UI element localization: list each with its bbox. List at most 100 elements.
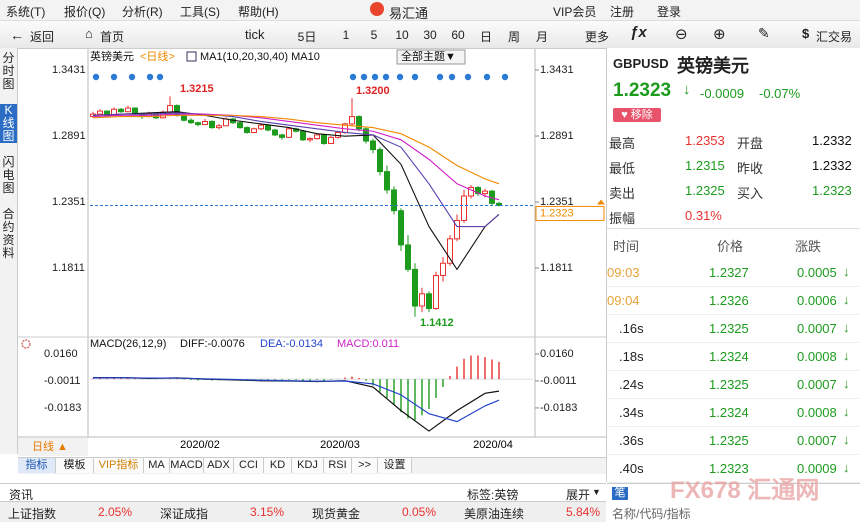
ticker-change: 5.84%	[566, 505, 601, 519]
tick-change: 0.0007	[797, 377, 837, 392]
news-tab[interactable]: 资讯	[9, 488, 34, 502]
tick-change: 0.0007	[797, 433, 837, 448]
login-link[interactable]: 登录	[657, 5, 682, 19]
side-tab[interactable]: K线图	[0, 104, 17, 143]
expand-button[interactable]: 展开	[566, 488, 591, 502]
more-button[interactable]: 更多	[585, 30, 610, 44]
indicator-tab[interactable]: 模板	[56, 458, 94, 473]
indicator-tab[interactable]: 指标	[18, 458, 56, 473]
annotation: 1.3215	[180, 83, 214, 95]
menu-item[interactable]: 帮助(H)	[238, 5, 279, 19]
macd-line	[92, 377, 500, 423]
candle-body	[349, 116, 355, 125]
tick-time: .16s	[619, 321, 644, 336]
stat-value: 1.2315	[685, 158, 725, 173]
ticker-name[interactable]: 现货黄金	[312, 507, 361, 521]
event-dot	[128, 73, 136, 81]
period-button[interactable]: 10	[395, 28, 409, 42]
search-box[interactable]: 名称/代码/指标	[612, 507, 691, 521]
menu-item[interactable]: 系统(T)	[6, 5, 46, 19]
period-button[interactable]: 月	[535, 30, 548, 44]
side-tab[interactable]: 闪电图	[2, 155, 15, 195]
event-dot	[483, 73, 491, 81]
indicator-tab[interactable]: KD	[264, 458, 292, 473]
candle-body	[468, 186, 474, 197]
pen-button[interactable]: 笔	[612, 487, 628, 500]
tick-price: 1.2325	[709, 433, 749, 448]
event-dot	[464, 73, 472, 81]
menu-item[interactable]: 工具(S)	[180, 5, 220, 19]
indicator-tab[interactable]: >>	[352, 458, 378, 473]
period-button[interactable]: 30	[423, 28, 437, 42]
menu-item[interactable]: 分析(R)	[122, 5, 163, 19]
menu-item[interactable]: 报价(Q)	[64, 5, 106, 19]
period-button[interactable]: 日线 ▲	[32, 439, 68, 453]
fx-icon[interactable]: ƒx	[630, 24, 647, 41]
candle-body	[188, 119, 194, 124]
settings-icon[interactable]	[21, 339, 31, 349]
candle-body	[482, 190, 488, 195]
period-button[interactable]: 周	[507, 30, 520, 44]
home-button[interactable]: 首页	[100, 30, 125, 44]
tick-time: .36s	[619, 433, 644, 448]
register-link[interactable]: 注册	[610, 5, 635, 19]
draw-tool[interactable]: ✎	[758, 25, 770, 41]
theme-button[interactable]	[396, 49, 466, 65]
row-line	[607, 314, 860, 315]
indicator-tab[interactable]: MA	[144, 458, 170, 473]
event-dot	[360, 73, 368, 81]
quote-panel: GBPUSD 英镑美元 1.2323 ↓ -0.0009 -0.07% ♥ 移除…	[606, 48, 860, 483]
ticker-name[interactable]: 深证成指	[160, 507, 209, 521]
row-line	[607, 454, 860, 455]
candle-body	[328, 136, 334, 144]
status-bar: 资讯 标签:英镑 展开 ▼	[0, 483, 606, 502]
period-button[interactable]: 1	[342, 28, 350, 42]
vip-link[interactable]: VIP会员	[553, 5, 597, 19]
event-dot	[382, 73, 390, 81]
candle-body	[216, 125, 222, 129]
back-button[interactable]: 返回	[30, 30, 55, 44]
stat-value: 1.2332	[812, 133, 852, 148]
indicator-tab[interactable]: RSI	[324, 458, 352, 473]
zoom-out[interactable]: ⊖	[675, 26, 688, 43]
period-button[interactable]: 5	[370, 28, 378, 42]
tick-arrow: ↓	[843, 320, 850, 335]
theme-button-label[interactable]: 全部主题▼	[401, 49, 456, 63]
candle-body	[279, 134, 285, 138]
indicator-tab[interactable]: ADX	[204, 458, 234, 473]
tick-price: 1.2326	[709, 293, 749, 308]
home-icon[interactable]: ⌂	[85, 26, 93, 41]
stat-value: 1.2332	[812, 158, 852, 173]
remove-label[interactable]: 移除	[630, 109, 653, 121]
row-line	[607, 286, 860, 287]
candle-body	[167, 105, 173, 113]
ticker-name[interactable]: 上证指数	[8, 507, 57, 521]
ticker-name[interactable]: 美原油连续	[464, 507, 525, 521]
event-dot	[92, 73, 100, 81]
indicator-tab[interactable]: VIP指标	[94, 458, 144, 473]
period-button-bg[interactable]	[18, 438, 88, 456]
period-button[interactable]: 60	[451, 28, 465, 42]
indicator-tab[interactable]: KDJ	[292, 458, 324, 473]
period-button[interactable]: 5日	[297, 30, 317, 44]
table-header: 价格	[717, 239, 744, 254]
row-line	[607, 426, 860, 427]
tick-arrow: ↓	[843, 292, 850, 307]
expand-arrow[interactable]: ▼	[592, 487, 601, 497]
period-button[interactable]: 日	[479, 30, 492, 44]
indicator-tab[interactable]: 设置	[378, 458, 412, 473]
trade-button[interactable]: 汇交易	[816, 30, 853, 44]
trade-icon[interactable]: $	[802, 26, 810, 41]
back-arrow[interactable]: ←	[10, 27, 24, 43]
indicator-tab[interactable]: CCI	[234, 458, 264, 473]
table-header: 涨跌	[795, 239, 822, 254]
table-header: 时间	[613, 239, 640, 254]
tick-button[interactable]: tick	[245, 27, 265, 42]
indicator-tab[interactable]: MACD	[170, 458, 204, 473]
stat-value: 0.31%	[685, 208, 722, 223]
remove-button[interactable]: ♥ 移除	[613, 108, 661, 122]
side-tab[interactable]: 合约资料	[2, 207, 15, 260]
zoom-in[interactable]: ⊕	[713, 26, 726, 43]
tick-time: .18s	[619, 349, 644, 364]
side-tab[interactable]: 分时图	[2, 51, 15, 91]
